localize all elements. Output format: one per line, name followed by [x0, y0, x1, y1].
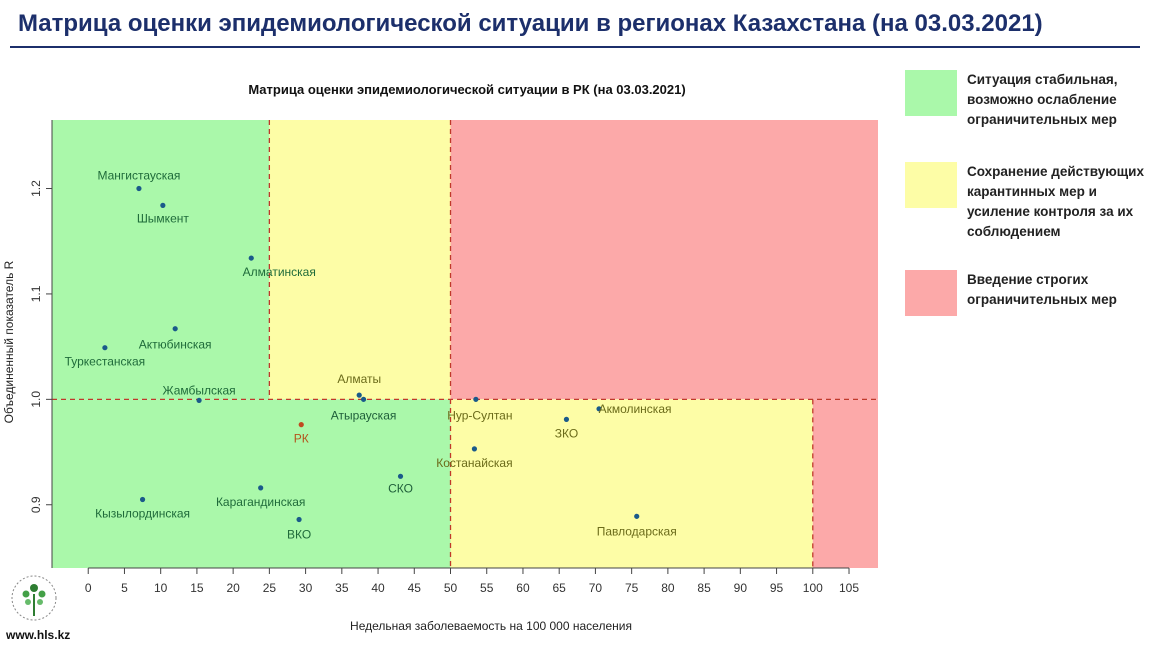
data-label: Костанайская	[436, 456, 512, 470]
legend-text-red: Введение строгих ограничительных мер	[967, 272, 1117, 307]
data-point	[397, 473, 404, 479]
legend-text-yellow: Сохранение действующих карантинных мер и…	[967, 164, 1144, 239]
data-label: Мангистауская	[97, 169, 180, 183]
data-point	[160, 202, 166, 208]
site-url: www.hls.kz	[6, 628, 71, 642]
data-point	[196, 397, 202, 403]
x-tick-label: 60	[516, 581, 530, 595]
data-label: Туркестанская	[65, 355, 146, 369]
data-label: Алматинская	[243, 265, 316, 279]
zone-red-top	[450, 120, 878, 400]
x-tick-label: 0	[85, 581, 92, 595]
data-label: Актюбинская	[139, 338, 212, 352]
data-point	[139, 496, 146, 503]
data-label: ВКО	[287, 528, 311, 542]
zone-yellow-bottom	[450, 399, 813, 568]
x-tick-label: 95	[770, 581, 784, 595]
x-tick-label: 5	[121, 581, 128, 595]
data-label: Кызылординская	[95, 506, 190, 520]
x-tick-label: 75	[625, 581, 639, 595]
legend-swatch-red	[905, 270, 957, 316]
x-tick-label: 70	[589, 581, 603, 595]
zone-red-bottom	[812, 399, 878, 568]
x-tick-label: 25	[263, 581, 277, 595]
x-tick-label: 85	[697, 581, 711, 595]
data-point	[296, 516, 302, 523]
data-label: ЗКО	[555, 426, 578, 440]
data-point	[634, 513, 640, 519]
data-point	[248, 255, 254, 261]
data-point	[596, 406, 602, 412]
data-point	[258, 485, 264, 491]
legend-text-green: Ситуация стабильная, возможно ослабление…	[967, 72, 1118, 127]
zone-yellow-top	[269, 120, 451, 400]
y-axis-label: Объединенный показатель R	[2, 260, 16, 423]
data-label: Атырауская	[331, 408, 397, 422]
data-label: Нур-Султан	[447, 408, 512, 422]
data-point	[298, 422, 304, 428]
y-tick-label: 1.1	[29, 285, 43, 302]
x-tick-label: 100	[803, 581, 823, 595]
data-point	[563, 416, 570, 422]
x-tick-label: 50	[444, 581, 458, 595]
x-tick-label: 30	[299, 581, 313, 595]
legend-swatch-green	[905, 70, 957, 116]
data-point	[172, 326, 178, 332]
x-tick-label: 20	[226, 581, 240, 595]
x-tick-label: 65	[553, 581, 567, 595]
legend-item-red: Введение строгих ограничительных мер	[905, 270, 1156, 316]
legend-item-yellow: Сохранение действующих карантинных мер и…	[905, 162, 1156, 242]
data-label: СКО	[388, 481, 413, 495]
slide-title: Матрица оценки эпидемиологической ситуац…	[18, 10, 1043, 37]
title-divider	[10, 46, 1140, 48]
data-label: Жамбылская	[162, 383, 235, 397]
y-tick-label: 0.9	[29, 496, 43, 513]
x-tick-label: 90	[734, 581, 748, 595]
chart-title: Матрица оценки эпидемиологической ситуац…	[248, 82, 686, 97]
data-label: Павлодарская	[597, 524, 677, 538]
epidemic-matrix-chart: 0 5 10 15 20 25 30 35 40 45 50 55 60 65 70 75 80 85 90 95 10…	[2, 120, 878, 633]
x-tick-label: 105	[839, 581, 859, 595]
y-tick-label: 1.0	[29, 391, 43, 408]
x-tick-label: 80	[661, 581, 675, 595]
hls-logo-icon	[11, 575, 57, 621]
zone-green-top	[52, 120, 270, 400]
data-label: Карагандинская	[216, 495, 305, 509]
x-tick-label: 35	[335, 581, 349, 595]
data-point	[360, 396, 367, 402]
data-label: Шымкент	[137, 211, 190, 225]
data-point	[473, 396, 479, 402]
x-tick-label: 15	[190, 581, 204, 595]
data-point	[102, 345, 108, 351]
data-label: РК	[294, 432, 309, 446]
zone-green-bottom	[52, 399, 451, 568]
data-label: Акмолинская	[599, 402, 672, 416]
legend-item-green: Ситуация стабильная, возможно ослабление…	[905, 70, 1156, 130]
y-tick-label: 1.2	[29, 180, 43, 197]
data-point	[356, 392, 362, 398]
x-tick-label: 45	[408, 581, 422, 595]
legend-swatch-yellow	[905, 162, 957, 208]
data-point	[471, 446, 478, 452]
x-tick-label: 55	[480, 581, 494, 595]
data-label: Алматы	[337, 372, 381, 386]
x-axis-label: Недельная заболеваемость на 100 000 насе…	[350, 619, 632, 633]
x-tick-label: 40	[371, 581, 385, 595]
data-point	[136, 185, 142, 192]
x-tick-label: 10	[154, 581, 168, 595]
